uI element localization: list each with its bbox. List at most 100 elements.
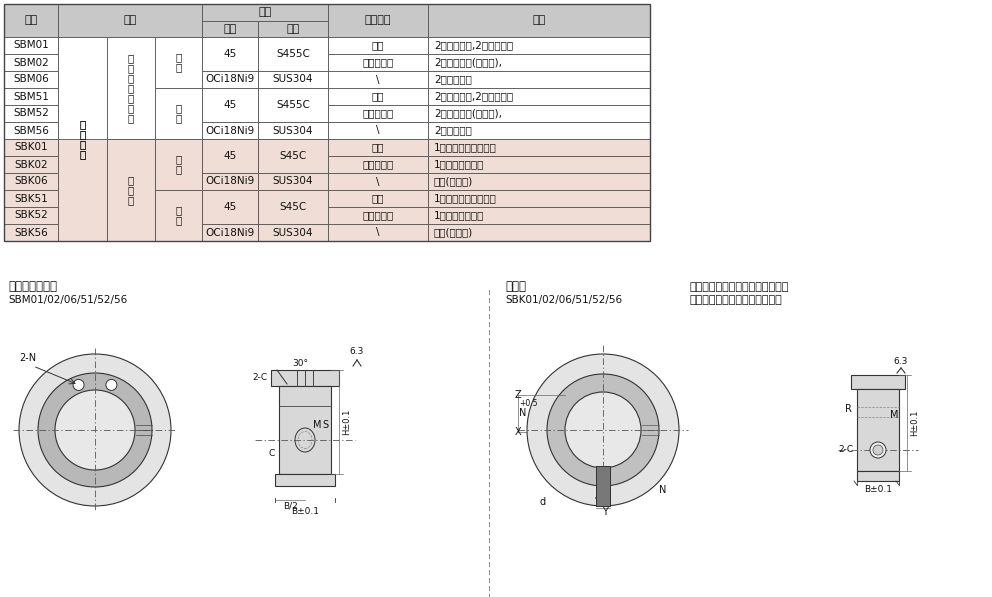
Bar [155, 122, 202, 139]
Bar [328, 139, 428, 156]
Bar [258, 173, 328, 190]
Text: M: M [312, 420, 321, 430]
Bar [258, 224, 328, 241]
Bar [202, 173, 258, 190]
Bar [258, 173, 328, 190]
Text: 型: 型 [79, 149, 85, 159]
Text: 6.3: 6.3 [894, 356, 909, 365]
Text: H±0.1: H±0.1 [342, 409, 351, 435]
Text: 内: 内 [79, 119, 85, 129]
Text: SBM01: SBM01 [13, 41, 49, 51]
Bar [107, 139, 155, 156]
Text: R: R [845, 405, 852, 414]
Text: 螺: 螺 [79, 129, 85, 139]
Text: OCi18Ni9: OCi18Ni9 [205, 177, 255, 186]
Bar [4, 139, 58, 156]
Bar [202, 190, 258, 224]
Bar [107, 54, 155, 71]
Bar [107, 105, 155, 122]
Bar [851, 375, 905, 389]
Bar [155, 139, 202, 190]
Bar [328, 173, 428, 190]
Text: d: d [540, 497, 546, 507]
Text: 牙: 牙 [176, 113, 182, 124]
Text: SBK56: SBK56 [14, 227, 48, 238]
Bar [155, 105, 202, 122]
Bar [258, 105, 328, 122]
Bar [107, 139, 155, 241]
Bar [202, 54, 258, 71]
Bar [58, 207, 107, 224]
Bar [428, 105, 650, 122]
Text: SBM02: SBM02 [13, 57, 49, 67]
Text: 1个内六角圆柱头螺钉: 1个内六角圆柱头螺钉 [434, 143, 497, 152]
Bar [58, 224, 107, 241]
Bar [258, 37, 328, 54]
Text: SUS304: SUS304 [273, 177, 313, 186]
Text: 无电解镀镍: 无电解镀镍 [362, 109, 394, 118]
Bar [258, 190, 328, 224]
Text: 发黑: 发黑 [372, 91, 384, 101]
Text: 定: 定 [128, 63, 134, 73]
Bar [202, 190, 258, 207]
Bar [58, 122, 107, 139]
Text: SUS304: SUS304 [273, 227, 313, 238]
Bar [258, 190, 328, 207]
Bar [155, 139, 202, 156]
Text: SUS304: SUS304 [273, 75, 313, 85]
Bar [4, 4, 58, 37]
Text: 发黑: 发黑 [372, 41, 384, 51]
Bar [155, 156, 202, 173]
Text: 表面处理: 表面处理 [365, 16, 391, 26]
Text: 45: 45 [223, 151, 237, 161]
Bar [155, 207, 202, 224]
Bar [258, 37, 328, 71]
Text: 材质: 材质 [258, 8, 272, 17]
Bar [428, 207, 650, 224]
Bar [155, 88, 202, 105]
Text: 紧定螺钉锁紧型: 紧定螺钉锁紧型 [8, 281, 57, 294]
Bar [428, 156, 650, 173]
Bar [279, 386, 331, 474]
Text: OCi18Ni9: OCi18Ni9 [205, 227, 255, 238]
Bar [428, 37, 650, 54]
Bar [202, 122, 258, 139]
Text: B±0.1: B±0.1 [291, 507, 319, 516]
Bar [258, 139, 328, 156]
Text: 注：如对防锈有要求，请优先选用: 注：如对防锈有要求，请优先选用 [690, 282, 790, 292]
Bar [328, 54, 428, 71]
Text: SBK01/02/06/51/52/56: SBK01/02/06/51/52/56 [505, 295, 622, 305]
Text: 牙: 牙 [176, 165, 182, 174]
Text: SBK51: SBK51 [14, 193, 48, 204]
Bar [4, 105, 58, 122]
Text: 2-C: 2-C [252, 374, 267, 383]
Bar [107, 71, 155, 88]
Bar [258, 71, 328, 88]
Bar [328, 37, 428, 54]
Bar [107, 88, 155, 105]
Bar [428, 190, 650, 207]
Text: \: \ [376, 227, 380, 238]
Bar [258, 139, 328, 173]
Bar [202, 21, 258, 37]
Text: 紧: 紧 [128, 103, 134, 113]
Bar [202, 139, 258, 173]
Bar [258, 156, 328, 173]
Bar [58, 37, 107, 54]
Text: OCi18Ni9: OCi18Ni9 [205, 125, 255, 136]
Text: C: C [269, 450, 275, 458]
Text: X: X [515, 427, 522, 437]
Text: 型: 型 [128, 195, 134, 205]
Text: SUS304: SUS304 [273, 125, 313, 136]
Text: SBM56: SBM56 [13, 125, 49, 136]
Text: B/2: B/2 [283, 501, 298, 510]
Text: 1个内六角圆柱头螺钉: 1个内六角圆柱头螺钉 [434, 193, 497, 204]
Bar [155, 190, 202, 207]
Bar [202, 224, 258, 241]
Bar [4, 173, 58, 190]
Text: 螺钉(不锈钢): 螺钉(不锈钢) [434, 177, 473, 186]
Text: 无电解镀镍: 无电解镀镍 [362, 159, 394, 170]
Bar [4, 71, 58, 88]
Bar [258, 122, 328, 139]
Text: S455C: S455C [276, 49, 310, 59]
